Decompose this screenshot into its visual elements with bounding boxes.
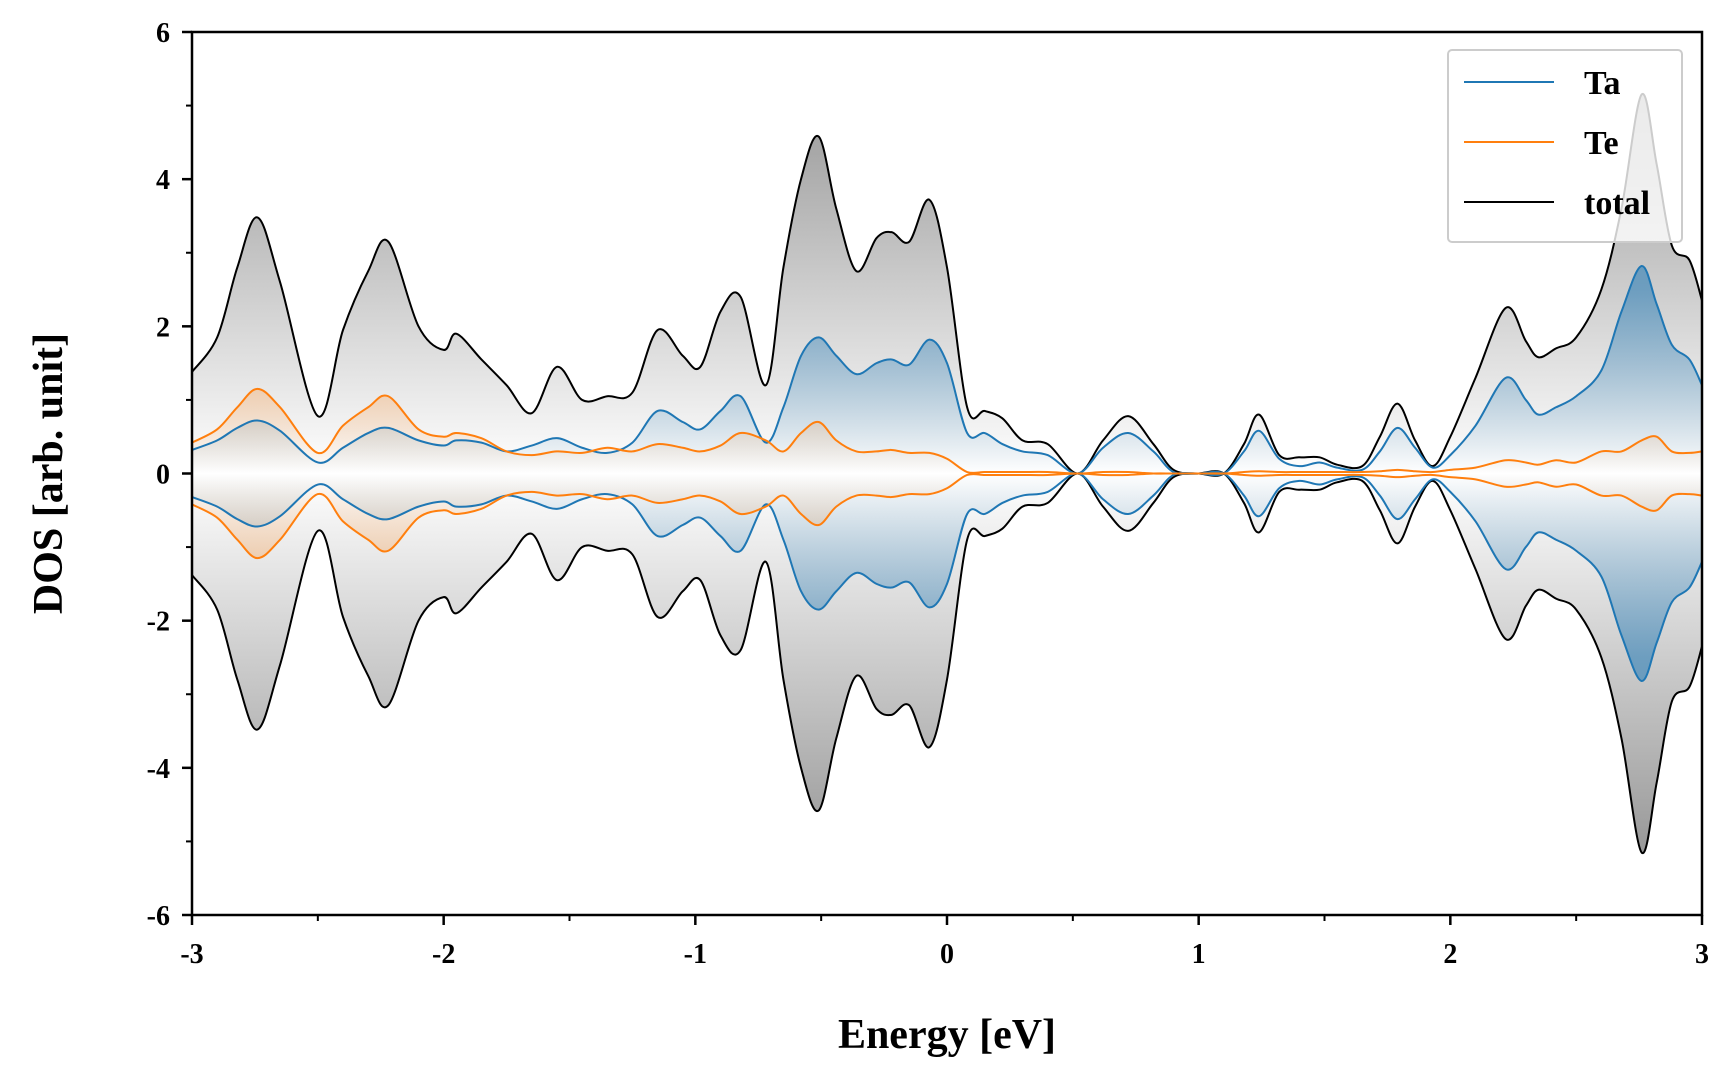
legend-label-te: Te [1584, 125, 1619, 162]
legend-label-total: total [1584, 185, 1650, 222]
ta-fill-positive [192, 265, 1702, 476]
legend-box [1447, 49, 1683, 243]
ta-line-positive [192, 265, 1702, 477]
x-tick-label: -3 [180, 939, 203, 970]
x-tick-label: -2 [432, 939, 455, 970]
y-tick-label: -4 [147, 754, 170, 785]
total-fill-positive [192, 93, 1702, 476]
x-tick-label: 3 [1695, 939, 1709, 970]
y-tick-label: 6 [156, 18, 170, 49]
axis-ticks [182, 30, 1704, 925]
tick-labels: -3 -2 -1 0 1 2 3 -6 -4 -2 0 2 4 6 [147, 18, 1709, 970]
y-tick-label: 2 [156, 312, 170, 343]
total-fill-negative [192, 471, 1702, 854]
x-tick-label: 0 [940, 939, 954, 970]
y-axis-label: DOS [arb. unit] [26, 333, 72, 614]
x-tick-label: 1 [1192, 939, 1206, 970]
y-tick-label: -2 [147, 607, 170, 638]
x-tick-label: 2 [1443, 939, 1457, 970]
x-axis-label: Energy [eV] [838, 1012, 1056, 1058]
ta-line-negative [192, 470, 1702, 682]
te-line-negative [192, 472, 1702, 560]
total-line-positive [192, 93, 1702, 477]
x-tick-label: -1 [684, 939, 707, 970]
legend: Ta Te total [1447, 49, 1683, 243]
ta-fill-negative [192, 471, 1702, 682]
legend-label-ta: Ta [1584, 65, 1621, 102]
y-tick-label: 4 [156, 165, 170, 196]
y-tick-label: -6 [147, 901, 170, 932]
series-lines [192, 93, 1702, 854]
te-line-positive [192, 387, 1702, 475]
total-line-negative [192, 470, 1702, 854]
y-tick-label: 0 [156, 460, 170, 491]
